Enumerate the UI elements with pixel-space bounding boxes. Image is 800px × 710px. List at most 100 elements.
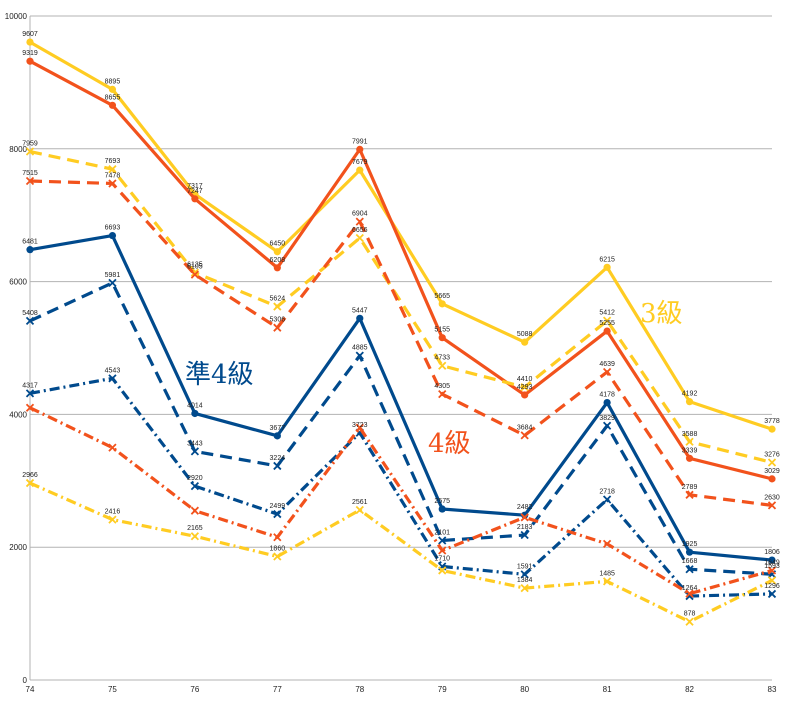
- data-label: 5408: [22, 310, 38, 317]
- data-point: [356, 166, 364, 174]
- data-point: [273, 302, 282, 311]
- data-point: [108, 101, 117, 109]
- data-label: 3443: [187, 440, 203, 447]
- data-label: 2718: [599, 489, 615, 496]
- data-label: 4293: [517, 384, 533, 391]
- data-point: [438, 300, 446, 308]
- x-tick-labels: 74 75 76 77 78 79 80 81 82 83: [26, 685, 777, 694]
- data-point: [108, 179, 117, 188]
- x-tick-label: 79: [438, 685, 447, 694]
- data-point: [768, 475, 776, 483]
- data-point: [25, 403, 35, 412]
- y-tick-label: 2000: [9, 543, 27, 552]
- data-point: [26, 57, 34, 65]
- data-point: [26, 38, 34, 46]
- data-label: 3029: [764, 468, 780, 475]
- data-point: [438, 361, 447, 370]
- data-label: 2575: [434, 498, 450, 505]
- data-label: 7478: [105, 172, 121, 179]
- data-label: 2966: [22, 472, 38, 479]
- data-label: 7515: [22, 170, 38, 177]
- data-label: 7679: [352, 159, 368, 166]
- data-label: 4733: [434, 355, 450, 362]
- data-point: [438, 334, 446, 342]
- data-label: 7959: [22, 141, 38, 148]
- data-label: 6215: [599, 256, 615, 263]
- data-point: [521, 391, 529, 399]
- data-point: [767, 576, 777, 585]
- data-point: [356, 145, 364, 153]
- data-label: 1593: [764, 563, 780, 570]
- series-lines: [25, 38, 777, 626]
- data-point: [520, 383, 529, 392]
- data-point: [273, 248, 281, 256]
- data-point: [108, 374, 117, 383]
- data-label: 3677: [270, 425, 286, 432]
- data-point: [108, 443, 117, 452]
- x-tick-label: 80: [520, 685, 529, 694]
- data-point: [108, 165, 117, 174]
- data-point: [685, 589, 694, 598]
- data-label: 6450: [270, 241, 286, 248]
- data-point: [767, 566, 777, 575]
- annotations: 3級 準4級 4級: [185, 299, 683, 459]
- data-label: 2482: [517, 504, 533, 511]
- gridlines: [30, 15, 772, 548]
- data-point: [685, 565, 694, 574]
- data-point: [273, 432, 281, 440]
- data-point: [190, 447, 200, 456]
- data-point: [25, 478, 35, 488]
- data-point: [108, 515, 117, 524]
- data-point: [273, 509, 282, 519]
- data-point: [602, 316, 612, 325]
- series-line: [29, 406, 773, 596]
- data-point: [26, 246, 34, 254]
- data-point: [438, 566, 447, 575]
- data-point: [438, 536, 447, 545]
- data-label: 2416: [105, 509, 121, 516]
- data-label: 6135: [187, 262, 203, 269]
- data-point: [768, 425, 776, 433]
- data-point: [768, 556, 776, 564]
- data-label: 3723: [352, 422, 368, 429]
- x-tick-label: 78: [355, 685, 364, 694]
- data-label: 8655: [105, 94, 121, 101]
- y-tick-labels: 0 2000 4000 6000 8000 10000: [5, 12, 28, 685]
- data-label: 7693: [105, 158, 121, 165]
- data-point: [767, 501, 777, 510]
- axes: [29, 16, 772, 681]
- data-label: 1296: [764, 583, 780, 590]
- data-point: [520, 530, 529, 540]
- data-label: 3684: [517, 424, 533, 431]
- data-point: [190, 481, 200, 491]
- data-label: 1668: [682, 558, 698, 565]
- data-point: [438, 546, 447, 555]
- data-point: [25, 389, 35, 398]
- data-label: 2630: [764, 494, 780, 501]
- series-line: [29, 179, 773, 507]
- data-label: 2499: [270, 503, 286, 510]
- data-point: [520, 570, 529, 579]
- data-point: [273, 461, 282, 471]
- data-label: 4192: [682, 391, 698, 398]
- x-tick-label: 83: [768, 685, 777, 694]
- data-label: 6208: [270, 257, 286, 264]
- x-tick-label: 81: [603, 685, 612, 694]
- data-label: 2561: [352, 499, 368, 506]
- data-point: [108, 231, 117, 240]
- data-point: [273, 533, 282, 542]
- data-label: 8895: [105, 78, 121, 85]
- data-point: [108, 278, 117, 287]
- y-tick-label: 8000: [9, 145, 27, 154]
- data-label: 3276: [764, 451, 780, 458]
- data-point: [273, 323, 282, 332]
- data-label: 3588: [682, 431, 698, 438]
- data-label: 1860: [270, 545, 286, 552]
- data-point: [602, 495, 612, 504]
- data-point: [603, 398, 611, 407]
- data-label: 3829: [599, 415, 615, 422]
- data-point: [685, 437, 694, 446]
- x-tick-label: 82: [685, 685, 694, 694]
- data-point: [190, 506, 200, 515]
- data-label: 3339: [682, 447, 698, 454]
